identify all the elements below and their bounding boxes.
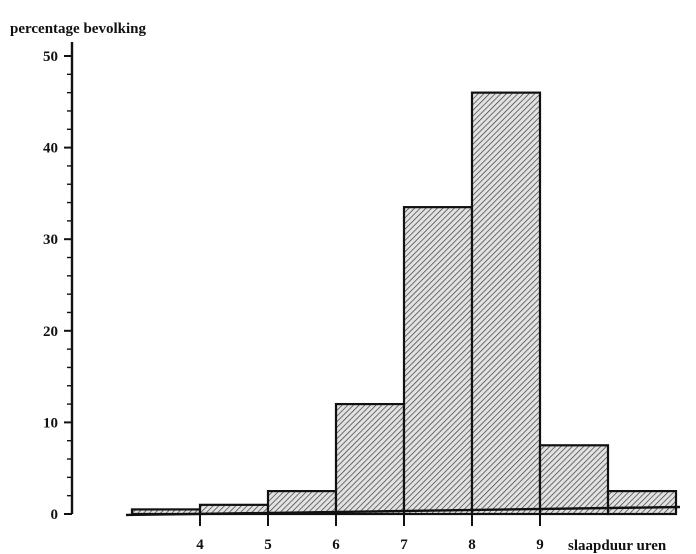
y-tick-label-30: 30 bbox=[43, 232, 58, 248]
x-tick-label-4: 4 bbox=[196, 537, 204, 553]
bar-7-8 bbox=[402, 206, 474, 516]
ticks-group: 0 10 20 30 40 50 4 5 6 7 8 9 bbox=[43, 49, 544, 553]
x-axis-label: slaapduur uren bbox=[568, 538, 667, 554]
x-tick-label-7: 7 bbox=[400, 537, 408, 553]
bars-group bbox=[130, 91, 678, 516]
bar-8-9 bbox=[470, 91, 542, 516]
bar-5-6 bbox=[266, 490, 338, 516]
y-axis-label: percentage bevolking bbox=[10, 21, 146, 37]
x-tick-label-9: 9 bbox=[536, 537, 544, 553]
y-tick-label-20: 20 bbox=[43, 324, 58, 340]
x-tick-label-8: 8 bbox=[468, 537, 476, 553]
y-tick-label-40: 40 bbox=[43, 141, 58, 157]
x-tick-label-6: 6 bbox=[332, 537, 340, 553]
y-tick-label-0: 0 bbox=[51, 507, 59, 523]
y-tick-label-50: 50 bbox=[43, 49, 58, 65]
y-tick-label-10: 10 bbox=[43, 415, 58, 431]
bar-9-10 bbox=[538, 444, 610, 516]
bar-10-11 bbox=[606, 490, 678, 516]
bar-6-7 bbox=[334, 402, 406, 516]
x-tick-label-5: 5 bbox=[264, 537, 272, 553]
